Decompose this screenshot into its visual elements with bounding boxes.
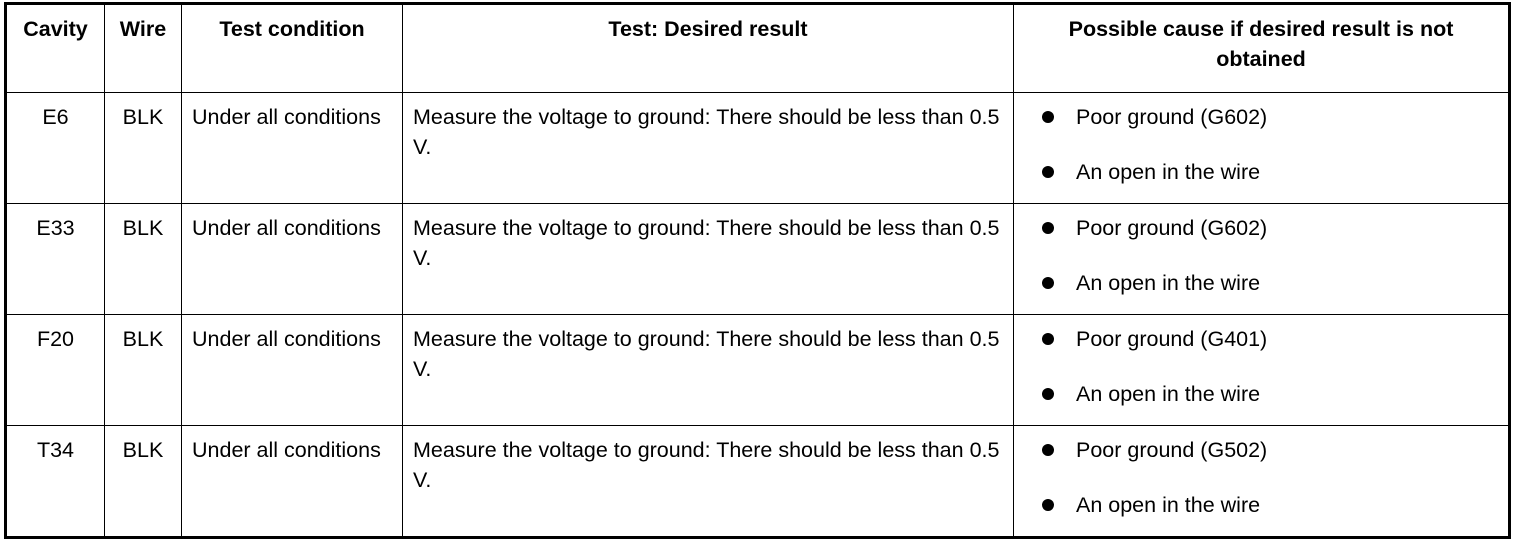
bullet-icon [1042, 499, 1054, 511]
causes-cell: Poor ground (G602) An open in the wire [1013, 92, 1510, 204]
cause-text: Poor ground (G602) [1076, 105, 1268, 129]
causes-list: Poor ground (G602) An open in the wire [1024, 213, 1498, 298]
cause-text: An open in the wire [1076, 160, 1261, 184]
header-wire: Wire [104, 3, 182, 93]
table-row: E6 BLK Under all conditions Measure the vol… [5, 92, 1510, 204]
result-cell: Measure the voltage to ground: There sho… [402, 425, 1014, 538]
bullet-icon [1042, 333, 1054, 345]
cavity-cell: E6 [5, 92, 105, 204]
cause-text: An open in the wire [1076, 382, 1261, 406]
cause-text: An open in the wire [1076, 493, 1261, 517]
condition-cell: Under all conditions [181, 425, 403, 538]
causes-list: Poor ground (G502) An open in the wire [1024, 435, 1498, 520]
bullet-icon [1042, 222, 1054, 234]
result-cell: Measure the voltage to ground: There sho… [402, 203, 1014, 315]
cause-item: An open in the wire [1024, 268, 1498, 298]
cause-item: Poor ground (G502) [1024, 435, 1498, 465]
bullet-icon [1042, 277, 1054, 289]
result-cell: Measure the voltage to ground: There sho… [402, 314, 1014, 426]
test-table: Cavity Wire Test condition Test: Desired… [4, 2, 1511, 539]
cause-text: An open in the wire [1076, 271, 1261, 295]
cause-text: Poor ground (G602) [1076, 216, 1268, 240]
header-test-condition: Test condition [181, 3, 403, 93]
condition-cell: Under all conditions [181, 92, 403, 204]
cause-text: Poor ground (G502) [1076, 438, 1268, 462]
bullet-icon [1042, 388, 1054, 400]
condition-cell: Under all conditions [181, 314, 403, 426]
cause-item: Poor ground (G602) [1024, 102, 1498, 132]
condition-cell: Under all conditions [181, 203, 403, 315]
wire-cell: BLK [104, 92, 182, 204]
causes-cell: Poor ground (G502) An open in the wire [1013, 425, 1510, 538]
cause-item: An open in the wire [1024, 379, 1498, 409]
causes-list: Poor ground (G602) An open in the wire [1024, 102, 1498, 187]
wire-cell: BLK [104, 425, 182, 538]
cause-item: An open in the wire [1024, 157, 1498, 187]
result-cell: Measure the voltage to ground: There sho… [402, 92, 1014, 204]
causes-cell: Poor ground (G401) An open in the wire [1013, 314, 1510, 426]
cause-item: Poor ground (G602) [1024, 213, 1498, 243]
cavity-cell: F20 [5, 314, 105, 426]
table-row: E33 BLK Under all conditions Measure the vo… [5, 203, 1510, 315]
cause-text: Poor ground (G401) [1076, 327, 1268, 351]
header-cavity: Cavity [5, 3, 105, 93]
bullet-icon [1042, 111, 1054, 123]
wire-cell: BLK [104, 203, 182, 315]
cause-item: An open in the wire [1024, 490, 1498, 520]
causes-list: Poor ground (G401) An open in the wire [1024, 324, 1498, 409]
header-desired-result: Test: Desired result [402, 3, 1014, 93]
header-row: Cavity Wire Test condition Test: Desired… [5, 3, 1510, 93]
table-row: F20 BLK Under all conditions Measure the vo… [5, 314, 1510, 426]
bullet-icon [1042, 166, 1054, 178]
header-possible-cause: Possible cause if desired result is not … [1013, 3, 1510, 93]
cavity-cell: E33 [5, 203, 105, 315]
cavity-cell: T34 [5, 425, 105, 538]
cause-item: Poor ground (G401) [1024, 324, 1498, 354]
table-row: T34 BLK Under all conditions Measure the vo… [5, 425, 1510, 538]
bullet-icon [1042, 444, 1054, 456]
causes-cell: Poor ground (G602) An open in the wire [1013, 203, 1510, 315]
wire-cell: BLK [104, 314, 182, 426]
